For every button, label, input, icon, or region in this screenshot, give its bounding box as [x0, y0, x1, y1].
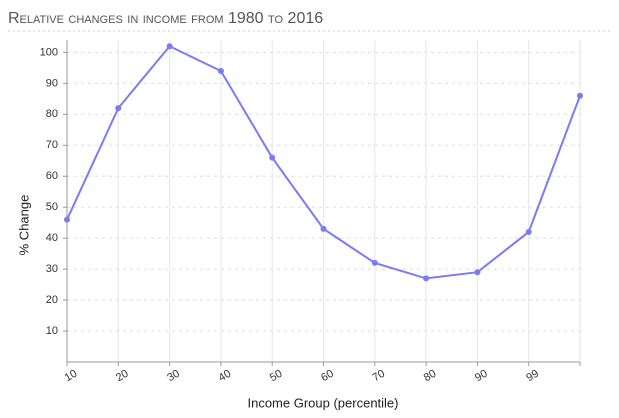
y-tick-label: 30	[46, 263, 58, 275]
x-tick-label: 99	[524, 368, 541, 385]
x-tick-label: 50	[268, 368, 285, 385]
y-tick-label: 20	[46, 294, 58, 306]
y-tick-label: 90	[46, 77, 58, 89]
point	[474, 269, 481, 276]
y-tick-label: 100	[40, 46, 58, 58]
y-tick-label: 60	[46, 170, 58, 182]
point	[320, 225, 327, 232]
point	[115, 105, 122, 112]
x-tick-label: 40	[217, 368, 234, 385]
point	[217, 67, 224, 74]
point	[64, 216, 70, 223]
point	[577, 92, 583, 99]
x-tick-label: 80	[422, 368, 439, 385]
x-tick-label: 60	[319, 368, 336, 385]
y-axis-title: % Change	[16, 195, 31, 256]
point	[423, 275, 430, 282]
point	[371, 259, 378, 266]
x-tick-label: 70	[370, 368, 387, 385]
point	[269, 154, 276, 161]
y-tick-label: 40	[46, 232, 58, 244]
x-tick-label: 20	[114, 368, 131, 385]
chart-title: Relative changes in income from 1980 to …	[8, 10, 323, 27]
y-tick-label: 80	[46, 108, 58, 120]
x-tick-label: 30	[165, 368, 182, 385]
point	[166, 43, 173, 50]
x-tick-label: 10	[63, 368, 80, 385]
y-tick-label: 10	[46, 325, 58, 337]
point	[525, 228, 532, 235]
x-tick-label: 90	[473, 368, 490, 385]
x-axis-title: Income Group (percentile)	[247, 395, 398, 410]
y-tick-label: 50	[46, 201, 58, 213]
y-tick-label: 70	[46, 139, 58, 151]
